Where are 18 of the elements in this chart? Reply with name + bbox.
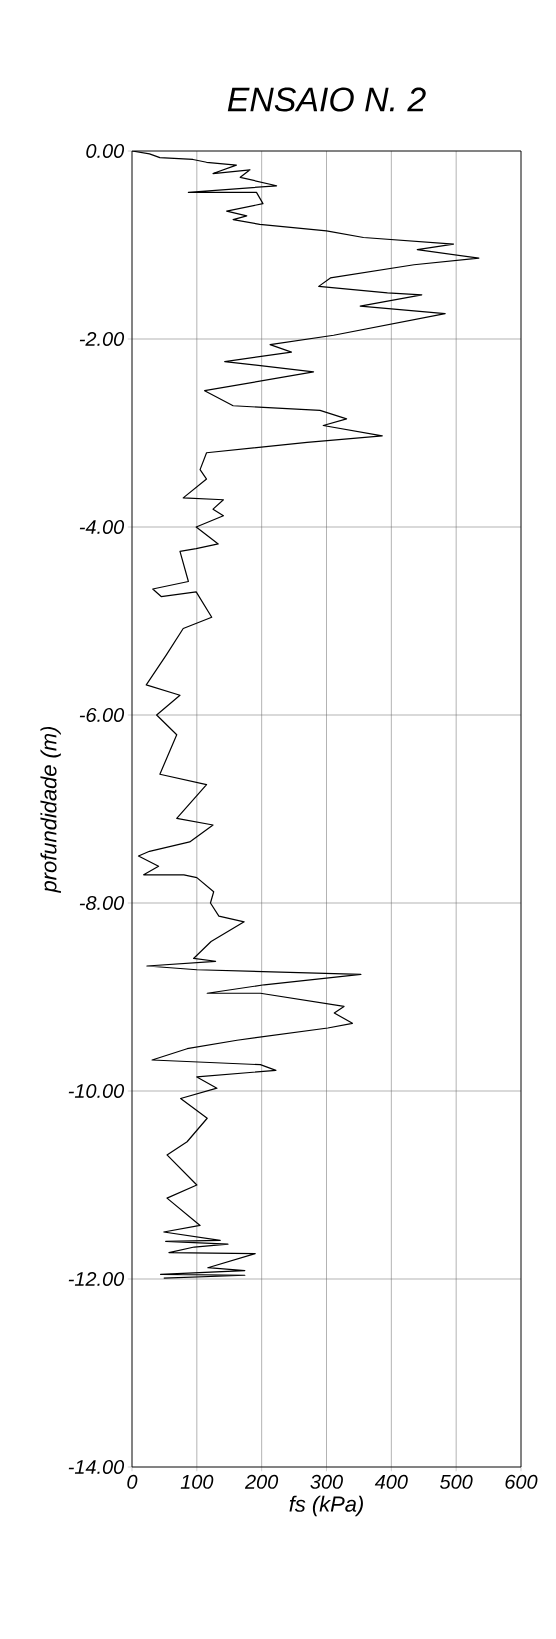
y-tick-label: -4.00 bbox=[79, 519, 125, 535]
y-tick-label: 0.00 bbox=[86, 143, 125, 159]
x-tick-label: 0 bbox=[127, 1474, 138, 1489]
y-axis-title: profundidade (m) bbox=[40, 726, 61, 893]
y-tick-label: -2.00 bbox=[79, 331, 125, 347]
y-tick-label: -14.00 bbox=[68, 1459, 125, 1475]
chart-title: ENSAIO N. 2 bbox=[227, 87, 426, 112]
y-tick-label: -6.00 bbox=[79, 707, 125, 723]
y-tick-label: -8.00 bbox=[79, 895, 125, 911]
x-axis-title: fs (kPa) bbox=[289, 1495, 363, 1517]
x-tick-label: 500 bbox=[440, 1474, 473, 1489]
x-tick-label: 200 bbox=[244, 1474, 279, 1489]
x-tick-label: 100 bbox=[180, 1474, 214, 1489]
x-tick-label: 400 bbox=[374, 1474, 408, 1489]
x-tick-label: 600 bbox=[505, 1474, 538, 1489]
y-tick-label: -10.00 bbox=[68, 1083, 125, 1099]
y-tick-label: -12.00 bbox=[68, 1271, 125, 1287]
x-tick-label: 300 bbox=[310, 1474, 343, 1489]
